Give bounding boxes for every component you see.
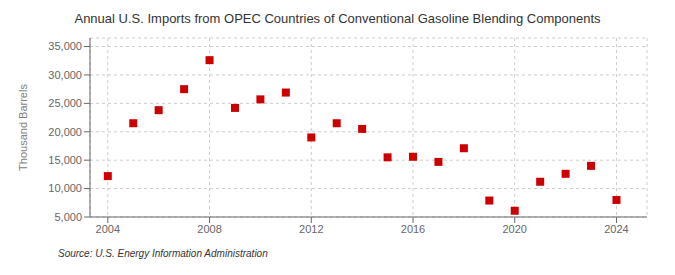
svg-text:15,000: 15,000 <box>48 154 82 166</box>
svg-text:Thousand Barrels: Thousand Barrels <box>17 84 29 171</box>
svg-text:2008: 2008 <box>197 223 221 235</box>
svg-text:25,000: 25,000 <box>48 97 82 109</box>
html-text:Source: U.S. Energy Informatio: Source: U.S. Energy Information Administ… <box>58 248 268 259</box>
svg-text:30,000: 30,000 <box>48 69 82 81</box>
svg-text:2020: 2020 <box>503 223 527 235</box>
svg-text:5,000: 5,000 <box>54 211 82 223</box>
html-text:Annual U.S. Imports from OPEC: Annual U.S. Imports from OPEC Countries … <box>74 11 601 26</box>
svg-text:10,000: 10,000 <box>48 182 82 194</box>
svg-text:20,000: 20,000 <box>48 126 82 138</box>
svg-text:2004: 2004 <box>96 223 120 235</box>
svg-text:2012: 2012 <box>299 223 323 235</box>
svg-text:2016: 2016 <box>401 223 425 235</box>
svg-text:2024: 2024 <box>604 223 628 235</box>
svg-text:35,000: 35,000 <box>48 40 82 52</box>
